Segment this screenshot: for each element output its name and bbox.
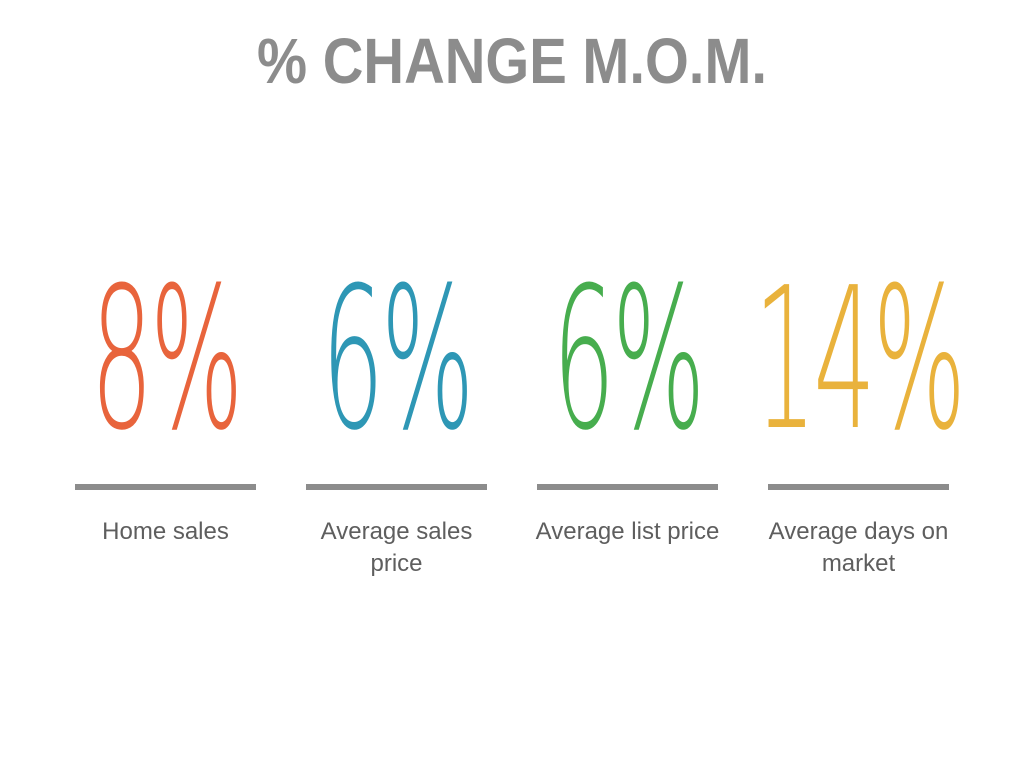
stat-column-average-sales-price: 6% Average sales price [281, 254, 512, 580]
stat-value: 8% [90, 245, 244, 474]
stat-divider [768, 484, 949, 491]
stat-label: Average sales price [320, 518, 473, 578]
stats-row: 8% Home sales 6% Average sales price 6% … [0, 254, 1024, 580]
stat-label: Home sales [102, 518, 229, 546]
stat-column-home-sales: 8% Home sales [50, 254, 281, 580]
stat-column-average-days-on-market: 14% Average days on market [743, 254, 974, 580]
stat-divider [537, 484, 718, 491]
stat-label: Average list price [535, 518, 720, 546]
stat-label: Average days on market [768, 518, 949, 578]
stat-value: 14% [754, 245, 966, 474]
stat-value: 6% [552, 245, 706, 474]
page-title: % CHANGE M.O.M. [256, 25, 768, 97]
stat-column-average-list-price: 6% Average list price [512, 254, 743, 580]
stat-divider [306, 484, 487, 491]
stat-divider [75, 484, 256, 491]
stat-value: 6% [321, 245, 475, 474]
